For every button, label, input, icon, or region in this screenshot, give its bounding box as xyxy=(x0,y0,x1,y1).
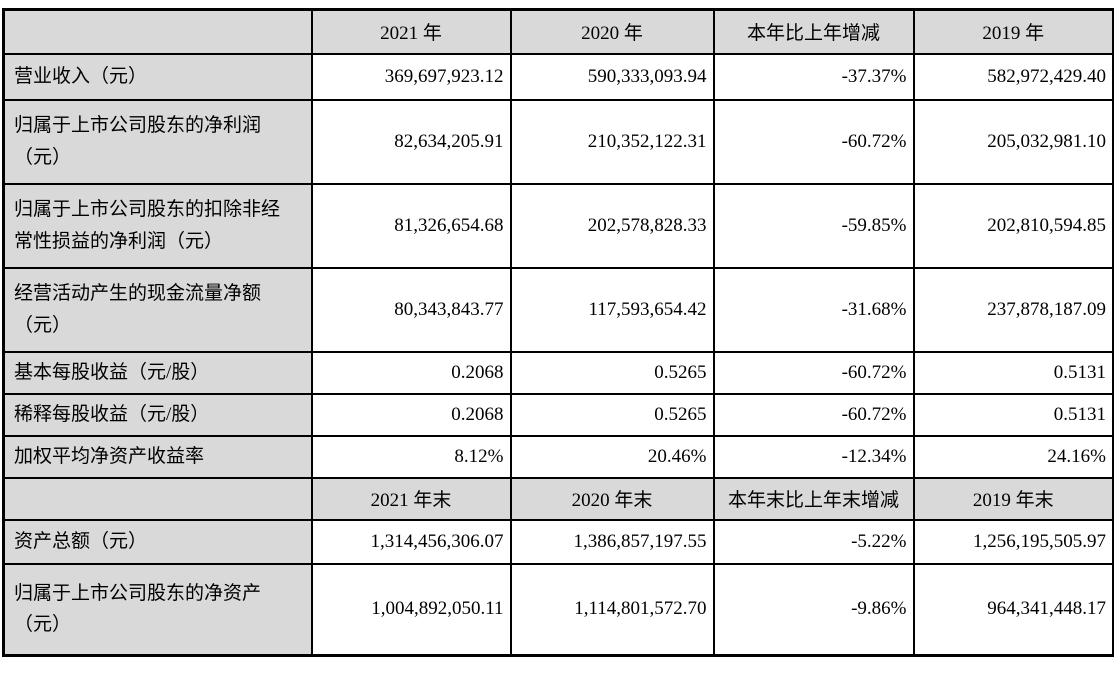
table-row-basic-eps: 基本每股收益（元/股） 0.2068 0.5265 -60.72% 0.5131 xyxy=(2,350,1114,395)
value-cell: -12.34% xyxy=(712,434,915,479)
value-cell: 1,004,892,050.11 xyxy=(310,562,512,657)
value-cell: 202,578,828.33 xyxy=(509,182,715,269)
row-label: 经营活动产生的现金流量净额（元） xyxy=(2,266,313,353)
period-header-empty-cell xyxy=(2,8,313,55)
row-label: 稀释每股收益（元/股） xyxy=(2,392,313,437)
value-cell: -60.72% xyxy=(712,392,915,437)
value-cell: 205,032,981.10 xyxy=(912,98,1114,185)
value-cell: -9.86% xyxy=(712,562,915,657)
value-cell: 1,386,857,197.55 xyxy=(509,518,715,565)
value-cell: 1,314,456,306.07 xyxy=(310,518,512,565)
yearend-header-row: 2021 年末 2020 年末 本年末比上年末增减 2019 年末 xyxy=(2,476,1114,521)
value-cell: 0.5265 xyxy=(509,350,715,395)
value-cell: 202,810,594.85 xyxy=(912,182,1114,269)
value-cell: 210,352,122.31 xyxy=(509,98,715,185)
value-cell: -60.72% xyxy=(712,98,915,185)
period-header-2020: 2020 年 xyxy=(509,8,715,55)
value-cell: 82,634,205.91 xyxy=(310,98,512,185)
yearend-header-empty-cell xyxy=(2,476,313,521)
row-label: 归属于上市公司股东的净资产（元） xyxy=(2,562,313,657)
row-label: 归属于上市公司股东的净利润（元） xyxy=(2,98,313,185)
value-cell: 0.5265 xyxy=(509,392,715,437)
value-cell: 582,972,429.40 xyxy=(912,52,1114,101)
value-cell: 1,256,195,505.97 xyxy=(912,518,1114,565)
value-cell: -60.72% xyxy=(712,350,915,395)
row-label: 营业收入（元） xyxy=(2,52,313,101)
value-cell: -31.68% xyxy=(712,266,915,353)
value-cell: 590,333,093.94 xyxy=(509,52,715,101)
row-label: 资产总额（元） xyxy=(2,518,313,565)
value-cell: -37.37% xyxy=(712,52,915,101)
value-cell: 117,593,654.42 xyxy=(509,266,715,353)
table-row-weighted-avg-roe: 加权平均净资产收益率 8.12% 20.46% -12.34% 24.16% xyxy=(2,434,1114,479)
value-cell: 24.16% xyxy=(912,434,1114,479)
table-row-operating-cash-flow: 经营活动产生的现金流量净额（元） 80,343,843.77 117,593,6… xyxy=(2,266,1114,353)
table-row-total-assets: 资产总额（元） 1,314,456,306.07 1,386,857,197.5… xyxy=(2,518,1114,565)
value-cell: 0.5131 xyxy=(912,392,1114,437)
value-cell: 0.5131 xyxy=(912,350,1114,395)
row-label: 加权平均净资产收益率 xyxy=(2,434,313,479)
value-cell: 81,326,654.68 xyxy=(310,182,512,269)
period-header-2021: 2021 年 xyxy=(310,8,512,55)
row-label: 基本每股收益（元/股） xyxy=(2,350,313,395)
value-cell: 0.2068 xyxy=(310,350,512,395)
value-cell: 237,878,187.09 xyxy=(912,266,1114,353)
value-cell: 20.46% xyxy=(509,434,715,479)
value-cell: 369,697,923.12 xyxy=(310,52,512,101)
table-row-net-assets: 归属于上市公司股东的净资产（元） 1,004,892,050.11 1,114,… xyxy=(2,562,1114,657)
value-cell: -5.22% xyxy=(712,518,915,565)
table-row-diluted-eps: 稀释每股收益（元/股） 0.2068 0.5265 -60.72% 0.5131 xyxy=(2,392,1114,437)
table-row-net-profit: 归属于上市公司股东的净利润（元） 82,634,205.91 210,352,1… xyxy=(2,98,1114,185)
value-cell: 80,343,843.77 xyxy=(310,266,512,353)
value-cell: -59.85% xyxy=(712,182,915,269)
table-row-net-profit-excl-nonrecurring: 归属于上市公司股东的扣除非经常性损益的净利润（元） 81,326,654.68 … xyxy=(2,182,1114,269)
row-label: 归属于上市公司股东的扣除非经常性损益的净利润（元） xyxy=(2,182,313,269)
table-row-revenue: 营业收入（元） 369,697,923.12 590,333,093.94 -3… xyxy=(2,52,1114,101)
yearend-header-2019: 2019 年末 xyxy=(912,476,1114,521)
yearend-header-2020: 2020 年末 xyxy=(509,476,715,521)
period-header-2019: 2019 年 xyxy=(912,8,1114,55)
value-cell: 1,114,801,572.70 xyxy=(509,562,715,657)
value-cell: 964,341,448.17 xyxy=(912,562,1114,657)
value-cell: 0.2068 xyxy=(310,392,512,437)
period-header-row: 2021 年 2020 年 本年比上年增减 2019 年 xyxy=(2,8,1114,55)
key-financials-table: 2021 年 2020 年 本年比上年增减 2019 年 营业收入（元） 369… xyxy=(2,8,1114,657)
period-header-yoy-change: 本年比上年增减 xyxy=(712,8,915,55)
value-cell: 8.12% xyxy=(310,434,512,479)
yearend-header-2021: 2021 年末 xyxy=(310,476,512,521)
yearend-header-yoy-change: 本年末比上年末增减 xyxy=(712,476,915,521)
